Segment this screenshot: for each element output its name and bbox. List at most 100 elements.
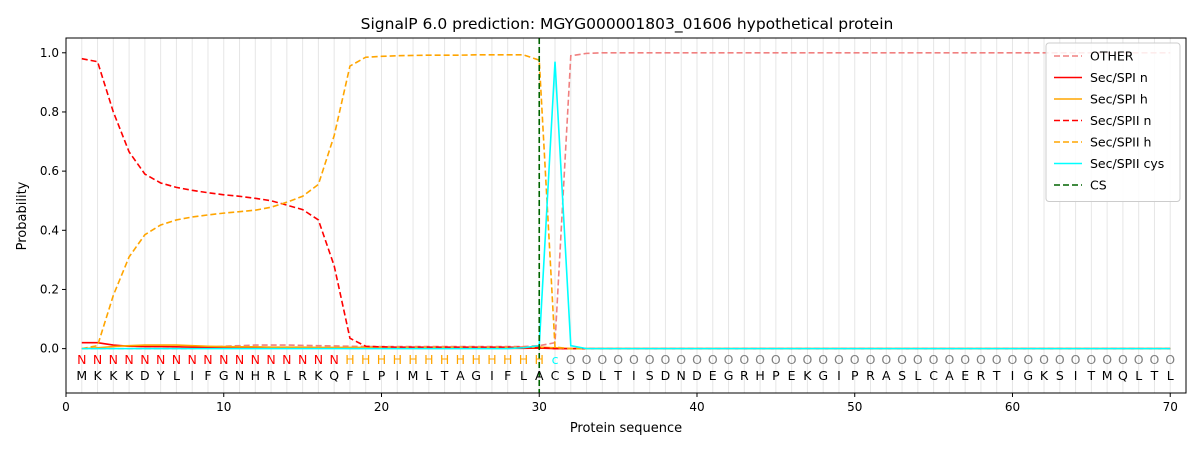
residue-label: G (724, 368, 734, 383)
region-label: O (661, 352, 671, 367)
region-label: O (1055, 352, 1065, 367)
region-label: H (456, 352, 465, 367)
residue-label: R (267, 368, 276, 383)
region-label: O (708, 352, 718, 367)
region-label: O (1086, 352, 1096, 367)
residue-label: L (1135, 368, 1142, 383)
residue-label: N (235, 368, 244, 383)
residue-label: L (1167, 368, 1174, 383)
residue-label: E (788, 368, 796, 383)
region-label: N (314, 352, 323, 367)
series-lines (81, 38, 1171, 393)
region-label: O (629, 352, 639, 367)
region-label: O (645, 352, 655, 367)
legend: OTHER Sec/SPI n Sec/SPI h Sec/SPII n Sec/SPI… (1045, 42, 1181, 202)
region-label: O (771, 352, 781, 367)
region-label: N (203, 352, 212, 367)
residue-label: H (755, 368, 764, 383)
residue-label: L (914, 368, 921, 383)
region-label: H (487, 352, 496, 367)
residue-label: C (551, 368, 560, 383)
region-label: N (140, 352, 149, 367)
residue-label: M (76, 368, 87, 383)
region-label: H (440, 352, 449, 367)
residue-label: F (204, 368, 211, 383)
region-label: N (251, 352, 260, 367)
region-label: H (361, 352, 370, 367)
region-label: O (676, 352, 686, 367)
region-label: O (897, 352, 907, 367)
residue-label: D (661, 368, 671, 383)
residue-label: Q (1118, 368, 1128, 383)
residue-label: R (740, 368, 749, 383)
series-line-other (81, 51, 1171, 350)
residue-label: I (1074, 368, 1078, 383)
residue-label: M (408, 368, 419, 383)
residue-label: I (632, 368, 636, 383)
legend-label: Sec/SPI n (1090, 70, 1148, 85)
y-tick-label: 0.4 (40, 223, 59, 237)
region-label: O (613, 352, 623, 367)
region-label: O (850, 352, 860, 367)
residue-label: G (818, 368, 828, 383)
chart-title: SignalP 6.0 prediction: MGYG000001803_01… (361, 15, 894, 34)
region-label: H (393, 352, 402, 367)
residue-label: K (93, 368, 102, 383)
x-tick-label: 10 (216, 400, 231, 414)
y-tick-label: 0.0 (40, 342, 59, 356)
region-label: O (1118, 352, 1128, 367)
residue-label: L (362, 368, 369, 383)
residue-label: F (346, 368, 353, 383)
residue-label: K (803, 368, 812, 383)
residue-label: D (140, 368, 150, 383)
region-label: O (944, 352, 954, 367)
region-label: O (755, 352, 765, 367)
legend-label: OTHER (1090, 49, 1134, 64)
residue-label: K (1040, 368, 1049, 383)
residue-label: E (961, 368, 969, 383)
residue-label: E (709, 368, 717, 383)
residue-label: R (866, 368, 875, 383)
residue-label: Y (156, 368, 165, 383)
region-label: H (345, 352, 354, 367)
residue-label: M (1102, 368, 1113, 383)
plot-frame (65, 37, 1187, 394)
legend-label: CS (1090, 178, 1107, 193)
region-label: N (235, 352, 244, 367)
region-label: N (266, 352, 275, 367)
legend-label: Sec/SPII n (1090, 113, 1151, 128)
legend-label: Sec/SPII h (1090, 135, 1151, 150)
region-label: O (566, 352, 576, 367)
region-label: O (582, 352, 592, 367)
region-label: H (503, 352, 512, 367)
residue-label: A (535, 368, 544, 383)
residue-label: S (646, 368, 654, 383)
y-tick-label: 0.8 (40, 105, 59, 119)
region-label: O (1165, 352, 1175, 367)
region-label: N (124, 352, 133, 367)
region-label: N (219, 352, 228, 367)
region-label: O (1134, 352, 1144, 367)
residue-label: T (1150, 368, 1159, 383)
axes: 0 10 20 30 40 50 60 70 0.0 0.2 0.4 0.6 0.8 1.0 (40, 37, 1187, 414)
region-label: O (960, 352, 970, 367)
residue-label: K (314, 368, 323, 383)
region-label: N (329, 352, 338, 367)
residue-label: S (898, 368, 906, 383)
region-label: O (1071, 352, 1081, 367)
region-label: N (93, 352, 102, 367)
residue-label: I (395, 368, 399, 383)
residue-label: K (109, 368, 118, 383)
residue-label: D (692, 368, 702, 383)
residue-label: F (504, 368, 511, 383)
residue-label: I (837, 368, 841, 383)
residue-label: S (567, 368, 575, 383)
region-label: N (172, 352, 181, 367)
grid-lines (81, 38, 1171, 393)
x-tick-label: 20 (374, 400, 389, 414)
residue-label: K (125, 368, 134, 383)
region-label: O (597, 352, 607, 367)
region-label: O (1023, 352, 1033, 367)
region-label: H (471, 352, 480, 367)
